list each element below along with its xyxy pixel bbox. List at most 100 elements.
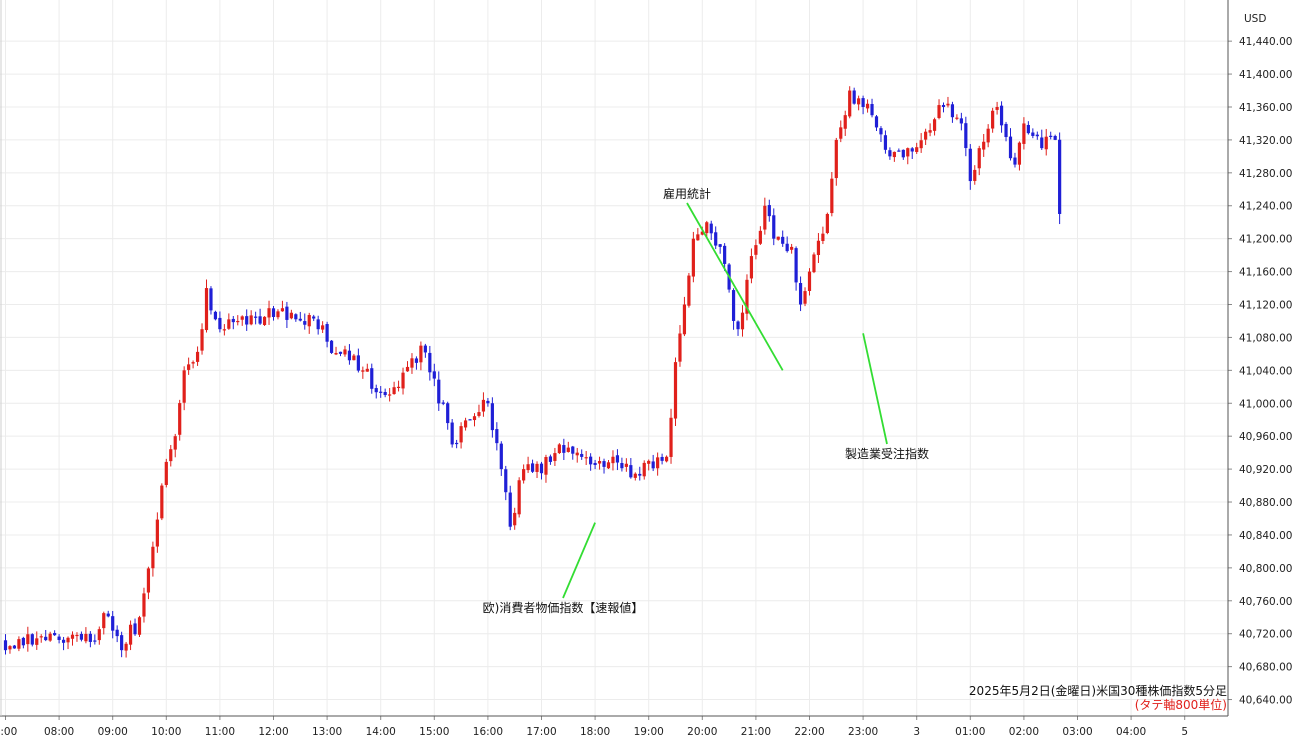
candle bbox=[982, 133, 986, 157]
y-tick-label: 40,920.00 bbox=[1239, 464, 1292, 476]
x-tick-label: 12:00 bbox=[258, 726, 288, 738]
x-tick-label: 5 bbox=[1181, 726, 1188, 738]
candle bbox=[946, 96, 950, 108]
candle bbox=[883, 130, 888, 154]
candle bbox=[548, 454, 553, 465]
candle bbox=[915, 142, 919, 154]
candle bbox=[307, 312, 311, 334]
candle bbox=[432, 363, 436, 387]
candle bbox=[262, 316, 267, 327]
candle bbox=[589, 453, 593, 471]
candle bbox=[361, 366, 365, 379]
candle bbox=[678, 325, 682, 367]
chart-caption: 2025年5月2日(金曜日)米国30種株価指数5分足 bbox=[969, 683, 1227, 698]
candle bbox=[723, 243, 727, 272]
candle bbox=[209, 286, 213, 315]
candle bbox=[740, 305, 745, 337]
x-tick-label: 19:00 bbox=[634, 726, 664, 738]
x-tick-label: 04:00 bbox=[1116, 726, 1146, 738]
candle bbox=[419, 341, 423, 371]
candle bbox=[807, 268, 812, 296]
candle bbox=[593, 459, 597, 470]
candle bbox=[155, 512, 159, 553]
y-tick-label: 40,840.00 bbox=[1239, 530, 1292, 542]
x-tick-label: 7:00 bbox=[0, 726, 17, 738]
candle bbox=[977, 145, 981, 176]
y-tick-label: 41,000.00 bbox=[1239, 398, 1292, 410]
candle bbox=[499, 441, 503, 476]
candle bbox=[133, 618, 137, 636]
x-tick-label: 13:00 bbox=[312, 726, 342, 738]
candle bbox=[673, 357, 678, 427]
candle bbox=[312, 314, 316, 322]
candle bbox=[852, 87, 856, 105]
candle bbox=[629, 458, 633, 479]
candle bbox=[633, 472, 637, 481]
candle bbox=[584, 451, 588, 466]
candle bbox=[347, 344, 352, 365]
candle bbox=[941, 102, 946, 113]
x-tick-label: 14:00 bbox=[366, 726, 396, 738]
x-tick-label: 18:00 bbox=[580, 726, 610, 738]
candle bbox=[379, 386, 383, 398]
y-tick-label: 41,360.00 bbox=[1239, 102, 1292, 114]
candle bbox=[557, 443, 561, 455]
candle bbox=[999, 101, 1004, 133]
candle bbox=[12, 644, 17, 649]
y-tick-label: 41,320.00 bbox=[1239, 135, 1292, 147]
candle bbox=[664, 455, 669, 463]
candle bbox=[289, 309, 293, 320]
candlestick-series bbox=[3, 86, 1062, 658]
candle bbox=[1058, 132, 1062, 225]
candle bbox=[1040, 129, 1044, 150]
candle bbox=[383, 388, 387, 398]
candle bbox=[213, 310, 218, 321]
candle bbox=[1053, 134, 1057, 141]
candle bbox=[848, 86, 852, 119]
candle bbox=[374, 384, 378, 399]
candle bbox=[705, 220, 709, 238]
candle bbox=[754, 239, 758, 260]
x-tick-label: 10:00 bbox=[151, 726, 181, 738]
candle bbox=[991, 107, 995, 133]
candle bbox=[124, 641, 128, 658]
candle bbox=[236, 315, 240, 326]
candle bbox=[486, 397, 490, 407]
candle bbox=[1035, 131, 1039, 140]
candle bbox=[325, 321, 329, 348]
x-tick-label: 21:00 bbox=[741, 726, 771, 738]
candle bbox=[463, 417, 468, 431]
candle bbox=[414, 356, 419, 370]
x-tick-label: 3 bbox=[913, 726, 920, 738]
candle bbox=[200, 323, 204, 355]
candle bbox=[84, 627, 88, 644]
candle bbox=[61, 636, 66, 651]
candle bbox=[865, 99, 870, 113]
candle bbox=[839, 120, 843, 143]
y-tick-label: 40,760.00 bbox=[1239, 596, 1292, 608]
candle bbox=[3, 634, 8, 655]
candle bbox=[1022, 117, 1026, 150]
candle bbox=[142, 587, 146, 623]
candle bbox=[1026, 121, 1030, 135]
candle bbox=[624, 458, 628, 472]
x-tick-label: 03:00 bbox=[1062, 726, 1092, 738]
x-tick-label: 11:00 bbox=[205, 726, 235, 738]
candle bbox=[861, 95, 865, 115]
candle bbox=[964, 116, 968, 157]
y-tick-label: 41,440.00 bbox=[1239, 36, 1292, 48]
candle bbox=[249, 310, 253, 326]
candle bbox=[106, 610, 110, 618]
candle bbox=[597, 456, 602, 470]
candle bbox=[298, 311, 302, 322]
candle bbox=[785, 236, 789, 253]
candle bbox=[535, 461, 539, 479]
candle bbox=[481, 392, 486, 417]
candle bbox=[906, 147, 910, 165]
candle bbox=[798, 276, 803, 312]
candle bbox=[53, 630, 57, 636]
candle bbox=[1044, 128, 1048, 156]
candle bbox=[656, 452, 660, 476]
candle bbox=[910, 147, 914, 159]
candle bbox=[522, 464, 526, 484]
